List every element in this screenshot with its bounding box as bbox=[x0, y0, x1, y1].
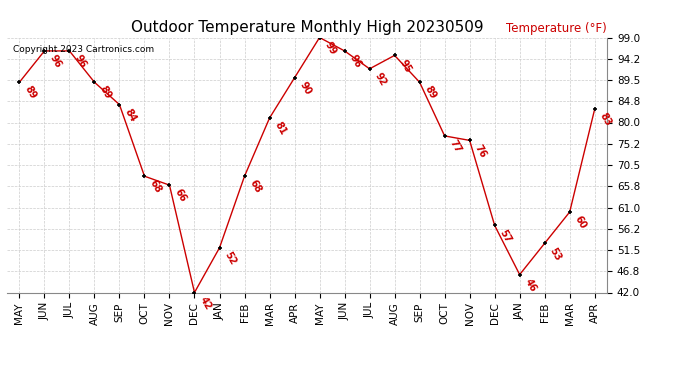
Point bbox=[464, 137, 475, 143]
Point bbox=[339, 48, 350, 54]
Text: 89: 89 bbox=[422, 84, 438, 101]
Text: Copyright 2023 Cartronics.com: Copyright 2023 Cartronics.com bbox=[13, 45, 154, 54]
Text: 68: 68 bbox=[148, 178, 163, 195]
Text: 77: 77 bbox=[448, 138, 463, 155]
Point bbox=[89, 79, 100, 85]
Text: 96: 96 bbox=[48, 53, 63, 70]
Point bbox=[264, 115, 275, 121]
Text: 66: 66 bbox=[172, 188, 188, 204]
Text: 90: 90 bbox=[297, 80, 313, 97]
Point bbox=[39, 48, 50, 54]
Point bbox=[439, 133, 450, 139]
Point bbox=[489, 222, 500, 228]
Point bbox=[239, 173, 250, 179]
Text: 89: 89 bbox=[22, 84, 38, 101]
Point bbox=[364, 66, 375, 72]
Text: 81: 81 bbox=[273, 120, 288, 137]
Point bbox=[139, 173, 150, 179]
Point bbox=[64, 48, 75, 54]
Text: 96: 96 bbox=[72, 53, 88, 70]
Text: 60: 60 bbox=[573, 214, 588, 231]
Text: 83: 83 bbox=[598, 111, 613, 128]
Text: Temperature (°F): Temperature (°F) bbox=[506, 22, 607, 35]
Text: 57: 57 bbox=[497, 228, 513, 244]
Text: 76: 76 bbox=[473, 142, 488, 159]
Point bbox=[214, 245, 225, 251]
Point bbox=[314, 34, 325, 40]
Point bbox=[539, 240, 550, 246]
Point bbox=[114, 102, 125, 108]
Title: Outdoor Temperature Monthly High 20230509: Outdoor Temperature Monthly High 2023050… bbox=[130, 20, 484, 35]
Point bbox=[14, 79, 25, 85]
Text: 89: 89 bbox=[97, 84, 113, 101]
Point bbox=[414, 79, 425, 85]
Text: 68: 68 bbox=[248, 178, 263, 195]
Text: 96: 96 bbox=[348, 53, 363, 70]
Text: 53: 53 bbox=[548, 246, 563, 262]
Text: 52: 52 bbox=[222, 250, 238, 267]
Text: 46: 46 bbox=[522, 277, 538, 294]
Point bbox=[389, 53, 400, 58]
Point bbox=[189, 290, 200, 296]
Point bbox=[589, 106, 600, 112]
Text: 92: 92 bbox=[373, 71, 388, 88]
Point bbox=[564, 209, 575, 215]
Text: 84: 84 bbox=[122, 107, 138, 124]
Text: 42: 42 bbox=[197, 295, 213, 311]
Point bbox=[289, 75, 300, 81]
Text: 99: 99 bbox=[322, 40, 338, 56]
Text: 95: 95 bbox=[397, 58, 413, 74]
Point bbox=[164, 182, 175, 188]
Point bbox=[514, 272, 525, 278]
